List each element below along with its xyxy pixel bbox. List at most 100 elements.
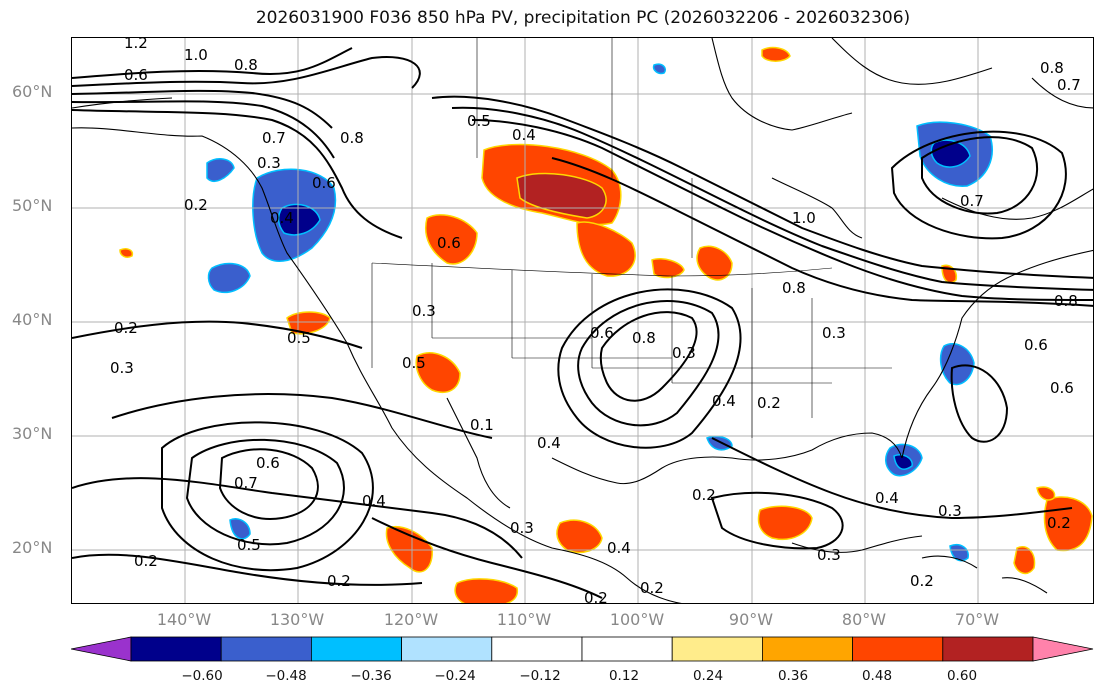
precip-shade-greenland xyxy=(761,46,791,62)
contour-label: 0.5 xyxy=(237,536,261,554)
lat-label-30n: 30°N xyxy=(12,424,53,443)
contour-label: 0.5 xyxy=(402,354,426,372)
precip-positive-shading xyxy=(119,46,1093,603)
contour-label: 0.7 xyxy=(960,192,984,210)
contour-label: 0.3 xyxy=(510,519,534,537)
lon-label-130w: 130°W xyxy=(269,610,325,629)
contour-label: 0.2 xyxy=(327,572,351,590)
contour-label: 0.3 xyxy=(412,302,436,320)
precip-shade-antilles xyxy=(1013,546,1036,575)
colorbar-segment xyxy=(671,636,763,662)
contour-label: 0.4 xyxy=(607,539,631,557)
contour-label: 0.6 xyxy=(1050,379,1074,397)
contour-label: 0.2 xyxy=(640,579,664,597)
precip-shade-plains xyxy=(576,221,636,277)
contour-label: 0.6 xyxy=(1024,336,1048,354)
contour-label: 0.4 xyxy=(537,434,561,452)
contour-label: 0.6 xyxy=(124,66,148,84)
precip-shade-gulf xyxy=(757,505,813,540)
contour-label: 1.0 xyxy=(184,46,208,64)
political-boundaries xyxy=(371,38,892,438)
precip-shade-bahamas xyxy=(1036,486,1056,501)
lon-label-70w: 70°W xyxy=(954,610,1000,629)
colorbar-segment xyxy=(852,636,944,662)
contour-label: 0.3 xyxy=(938,502,962,520)
precip-shade-bc-core xyxy=(277,203,321,236)
lon-label-80w: 80°W xyxy=(841,610,887,629)
precip-shade-greatlakes xyxy=(696,245,733,281)
contour-label: 0.8 xyxy=(1054,292,1078,310)
contour-label: 1.2 xyxy=(124,38,148,52)
lon-label-90w: 90°W xyxy=(728,610,774,629)
colorbar-tick-label: −0.36 xyxy=(350,668,392,684)
lat-label-60n: 60°N xyxy=(12,82,53,101)
precip-shade-cuba xyxy=(949,544,969,562)
contour-label: 0.1 xyxy=(470,416,494,434)
contour-label: 0.2 xyxy=(692,486,716,504)
precip-shade-mexico-west xyxy=(556,519,603,554)
colorbar-tick-label: −0.48 xyxy=(265,668,307,684)
contour-label: 0.2 xyxy=(910,572,934,590)
map-canvas: 1.2 1.0 0.8 0.6 0.5 0.4 0.2 0.3 0.6 0.8 … xyxy=(72,38,1093,604)
lon-label-140w: 140°W xyxy=(156,610,212,629)
contour-label: 0.2 xyxy=(184,196,208,214)
precip-shade-atlantic-coast xyxy=(939,342,975,386)
precip-shade-midwest xyxy=(651,258,685,279)
contour-label: 0.6 xyxy=(312,174,336,192)
figure-title: 2026031900 F036 850 hPa PV, precipitatio… xyxy=(255,8,911,28)
colorbar-segment xyxy=(942,636,1034,662)
contour-label: 0.3 xyxy=(817,546,841,564)
pv-contours xyxy=(72,47,1093,599)
contour-label: 0.8 xyxy=(340,129,364,147)
lat-label-40n: 40°N xyxy=(12,310,53,329)
contour-label: 0.8 xyxy=(632,329,656,347)
colorbar-segment xyxy=(762,636,854,662)
precip-shade-florida-core xyxy=(893,454,913,470)
contour-label: 1.0 xyxy=(792,209,816,227)
contour-label: 0.2 xyxy=(134,552,158,570)
lon-label-100w: 100°W xyxy=(609,610,665,629)
colorbar-segment xyxy=(581,636,673,662)
contour-label: 0.6 xyxy=(590,324,614,342)
colorbar xyxy=(71,636,1094,662)
contour-label: 0.3 xyxy=(672,344,696,362)
contour-labels: 1.2 1.0 0.8 0.6 0.5 0.4 0.2 0.3 0.6 0.8 … xyxy=(110,38,1081,604)
precip-shade-pacific-nw xyxy=(207,262,251,294)
contour-label: 0.7 xyxy=(1057,76,1081,94)
precip-shade-mexico-south xyxy=(454,578,518,603)
precip-shade-gulf-small xyxy=(706,435,733,451)
precip-negative-shading xyxy=(206,63,993,562)
contour-label: 0.4 xyxy=(270,209,294,227)
contour-label: 0.4 xyxy=(875,489,899,507)
precip-shade-greenland-blue xyxy=(652,63,666,75)
colorbar-segment xyxy=(401,636,493,662)
colorbar-tick-label: 0.48 xyxy=(861,668,893,684)
contour-label: 0.5 xyxy=(287,329,311,347)
lon-label-120w: 120°W xyxy=(383,610,439,629)
contour-label: 0.6 xyxy=(256,454,280,472)
lat-label-50n: 50°N xyxy=(12,196,53,215)
contour-label: 0.2 xyxy=(584,589,608,604)
colorbar-segment xyxy=(130,636,222,662)
colorbar-extend-high xyxy=(1032,636,1094,662)
colorbar-extend-low xyxy=(71,636,132,662)
contour-label: 0.2 xyxy=(114,319,138,337)
contour-label: 0.4 xyxy=(712,392,736,410)
contour-label: 0.3 xyxy=(822,324,846,342)
contour-label: 0.2 xyxy=(1047,514,1071,532)
lon-label-110w: 110°W xyxy=(496,610,552,629)
map-panel: 1.2 1.0 0.8 0.6 0.5 0.4 0.2 0.3 0.6 0.8 … xyxy=(71,37,1094,604)
precip-shade-baja xyxy=(385,526,433,573)
colorbar-tick-label: 0.24 xyxy=(692,668,724,684)
contour-label: 0.7 xyxy=(234,474,258,492)
colorbar-tick-label: −0.60 xyxy=(181,668,223,684)
contour-label: 0.3 xyxy=(110,359,134,377)
precip-shade-california xyxy=(415,352,461,394)
contour-label: 0.3 xyxy=(257,154,281,172)
contour-label: 0.2 xyxy=(757,394,781,412)
colorbar-segment xyxy=(220,636,312,662)
precip-shade-hawaii-ne xyxy=(229,518,251,540)
precip-shade-alaska-gulf xyxy=(206,158,235,182)
contour-label: 0.8 xyxy=(1040,59,1064,77)
contour-label: 0.8 xyxy=(782,279,806,297)
